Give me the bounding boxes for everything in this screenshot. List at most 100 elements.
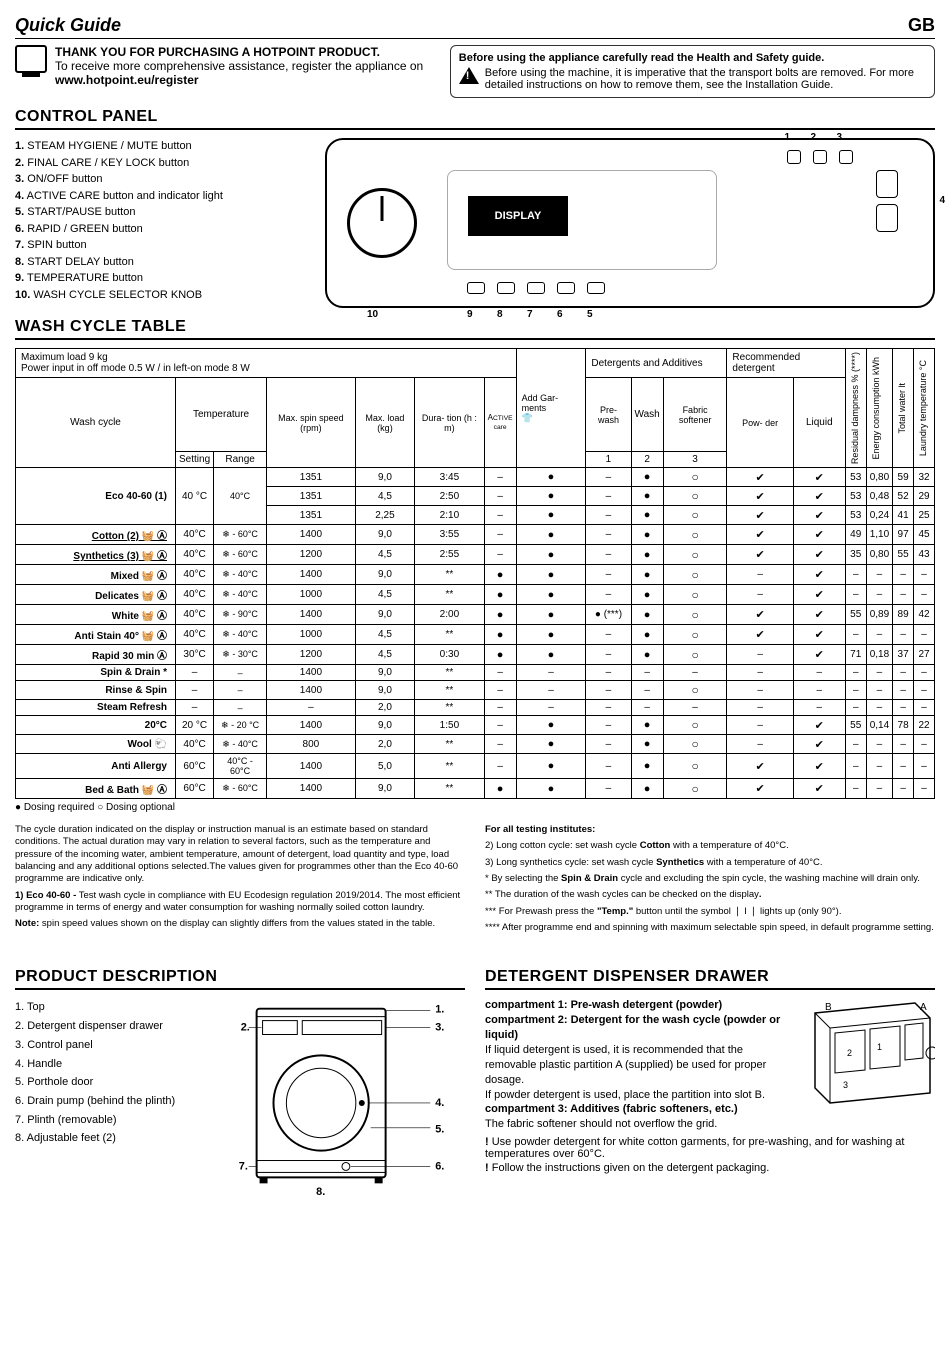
note-paragraph: *** For Prewash press the "Temp." button…: [485, 906, 935, 918]
note-paragraph: 3) Long synthetics cycle: set wash cycle…: [485, 857, 935, 869]
drawer-diagram: B A 1 2 3: [805, 998, 935, 1108]
product-desc-list: 1. Top2. Detergent dispenser drawer3. Co…: [15, 998, 195, 1198]
drawer-heading: DETERGENT DISPENSER DRAWER: [485, 968, 935, 990]
table-row: Mixed 🧺 Ⓐ 40°C❄ - 40°C 14009,0** –– ––––: [16, 565, 935, 585]
table-row: Spin & Drain * –– 14009,0**–– ––––– ––––: [16, 665, 935, 681]
note-paragraph: **** After programme end and spinning wi…: [485, 922, 935, 934]
svg-text:7.: 7.: [239, 1161, 248, 1173]
wash-cycle-heading: WASH CYCLE TABLE: [15, 318, 935, 340]
wash-cycle-table: Maximum load 9 kgPower input in off mode…: [15, 348, 935, 799]
table-row: 20°C 20 °C❄ - 20 °C 14009,01:50– –– 550,…: [16, 716, 935, 735]
locale-badge: GB: [908, 15, 935, 36]
callout-6: 6: [557, 309, 563, 320]
svg-text:6.: 6.: [435, 1161, 444, 1173]
product-desc-item: 4. Handle: [15, 1055, 195, 1074]
warning-body: Before using the machine, it is imperati…: [485, 67, 926, 91]
panel-diagram: DISPLAY 1 2 3 4 10 9 8 7 6 5: [325, 138, 935, 308]
dosing-legend: ● Dosing required ○ Dosing optional: [15, 799, 935, 818]
control-item: 4. ACTIVE CARE button and indicator ligh…: [15, 188, 305, 205]
table-row: Delicates 🧺 Ⓐ 40°C❄ - 40°C 10004,5** –– …: [16, 585, 935, 605]
control-item: 9. TEMPERATURE button: [15, 270, 305, 287]
note-paragraph: The cycle duration indicated on the disp…: [15, 824, 465, 886]
callout-5: 5: [587, 309, 593, 320]
callout-3: 3: [836, 132, 842, 143]
product-desc-item: 1. Top: [15, 998, 195, 1017]
svg-text:2: 2: [847, 1048, 852, 1058]
table-row: White 🧺 Ⓐ 40°C❄ - 90°C 14009,02:00 ● (**…: [16, 605, 935, 625]
callout-8: 8: [497, 309, 503, 320]
monitor-icon: [15, 45, 47, 73]
svg-text:2.: 2.: [241, 1022, 250, 1034]
note-paragraph: Note: spin speed values shown on the dis…: [15, 918, 465, 930]
table-row: Anti Allergy 60°C40°C - 60°C 14005,0**– …: [16, 754, 935, 779]
thank-title: THANK YOU FOR PURCHASING A HOTPOINT PROD…: [55, 45, 423, 59]
drawer-c1: compartment 1: Pre-wash detergent (powde…: [485, 998, 795, 1013]
table-row: Eco 40-60 (1) 40 °C40°C 13519,03:45– – 5…: [16, 468, 935, 487]
drawer-c2: compartment 2: Detergent for the wash cy…: [485, 1013, 795, 1043]
product-desc-item: 7. Plinth (removable): [15, 1111, 195, 1130]
table-row: Bed & Bath 🧺 Ⓐ 60°C❄ - 60°C 14009,0** – …: [16, 779, 935, 799]
display-label: DISPLAY: [468, 196, 568, 236]
svg-text:A: A: [920, 1002, 927, 1013]
warning-icon: [459, 67, 479, 84]
control-list: 1. STEAM HYGIENE / MUTE button2. FINAL C…: [15, 138, 305, 308]
product-desc-item: 5. Porthole door: [15, 1073, 195, 1092]
control-panel-heading: CONTROL PANEL: [15, 108, 935, 130]
product-desc-item: 6. Drain pump (behind the plinth): [15, 1092, 195, 1111]
product-desc-heading: PRODUCT DESCRIPTION: [15, 968, 465, 990]
page-title: Quick Guide: [15, 15, 121, 36]
control-item: 7. SPIN button: [15, 237, 305, 254]
note-paragraph: * By selecting the Spin & Drain cycle an…: [485, 873, 935, 885]
table-row: Anti Stain 40° 🧺 Ⓐ 40°C❄ - 40°C 10004,5*…: [16, 625, 935, 645]
table-row: Cotton (2) 🧺 Ⓐ 40°C❄ - 60°C 14009,03:55–…: [16, 525, 935, 545]
drawer-c3-body: The fabric softener should not overflow …: [485, 1117, 795, 1132]
product-desc-item: 8. Adjustable feet (2): [15, 1129, 195, 1148]
svg-text:1.: 1.: [435, 1004, 444, 1016]
svg-text:4.: 4.: [435, 1097, 444, 1109]
table-row: Synthetics (3) 🧺 Ⓐ 40°C❄ - 60°C 12004,52…: [16, 545, 935, 565]
note-paragraph: For all testing institutes:: [485, 824, 935, 836]
control-item: 10. WASH CYCLE SELECTOR KNOB: [15, 287, 305, 304]
table-row: Rinse & Spin –– 14009,0**–– –––– ––––: [16, 681, 935, 700]
drawer-c3: compartment 3: Additives (fabric softene…: [485, 1102, 795, 1117]
note-paragraph: 2) Long cotton cycle: set wash cycle Cot…: [485, 840, 935, 852]
svg-text:5.: 5.: [435, 1124, 444, 1136]
callout-2: 2: [810, 132, 816, 143]
note-paragraph: 1) Eco 40-60 - Test wash cycle in compli…: [15, 890, 465, 915]
callout-10: 10: [367, 309, 378, 320]
callout-7: 7: [527, 309, 533, 320]
drawer-c2-body2: If powder detergent is used, place the p…: [485, 1088, 795, 1103]
callout-4: 4: [939, 195, 945, 206]
drawer-warn1: Use powder detergent for white cotton ga…: [485, 1136, 904, 1160]
callout-1: 1: [784, 132, 790, 143]
callout-9: 9: [467, 309, 473, 320]
control-item: 2. FINAL CARE / KEY LOCK button: [15, 155, 305, 172]
svg-text:B: B: [825, 1002, 832, 1013]
machine-diagram: 1. 2. 3. 4. 5. 6. 7. 8.: [207, 998, 465, 1198]
svg-text:8.: 8.: [316, 1187, 325, 1199]
product-desc-item: 3. Control panel: [15, 1036, 195, 1055]
notes-right: For all testing institutes: 2) Long cotto…: [485, 824, 935, 938]
control-item: 5. START/PAUSE button: [15, 204, 305, 221]
control-item: 6. RAPID / GREEN button: [15, 221, 305, 238]
note-paragraph: ** The duration of the wash cycles can b…: [485, 889, 935, 901]
svg-text:3.: 3.: [435, 1022, 444, 1034]
control-item: 3. ON/OFF button: [15, 171, 305, 188]
thank-text: To receive more comprehensive assistance…: [55, 59, 423, 73]
knob-icon: [347, 188, 417, 258]
table-row: Rapid 30 min Ⓐ 30°C❄ - 30°C 12004,50:30 …: [16, 645, 935, 665]
drawer-c2-body: If liquid detergent is used, it is recom…: [485, 1043, 795, 1088]
svg-text:3: 3: [843, 1080, 848, 1090]
table-row: Wool 🐑 40°C❄ - 40°C 8002,0**– –– ––––: [16, 735, 935, 754]
notes-left: The cycle duration indicated on the disp…: [15, 824, 465, 938]
drawer-warn2: Follow the instructions given on the det…: [492, 1162, 770, 1174]
control-item: 1. STEAM HYGIENE / MUTE button: [15, 138, 305, 155]
control-item: 8. START DELAY button: [15, 254, 305, 271]
table-row: Steam Refresh –– –2,0**–– ––––– ––––: [16, 700, 935, 716]
register-url: www.hotpoint.eu/register: [55, 73, 423, 87]
warning-title: Before using the appliance carefully rea…: [459, 52, 926, 64]
svg-text:1: 1: [877, 1042, 882, 1052]
header: Quick Guide GB: [15, 15, 935, 39]
product-desc-item: 2. Detergent dispenser drawer: [15, 1017, 195, 1036]
intro-row: THANK YOU FOR PURCHASING A HOTPOINT PROD…: [15, 45, 935, 98]
